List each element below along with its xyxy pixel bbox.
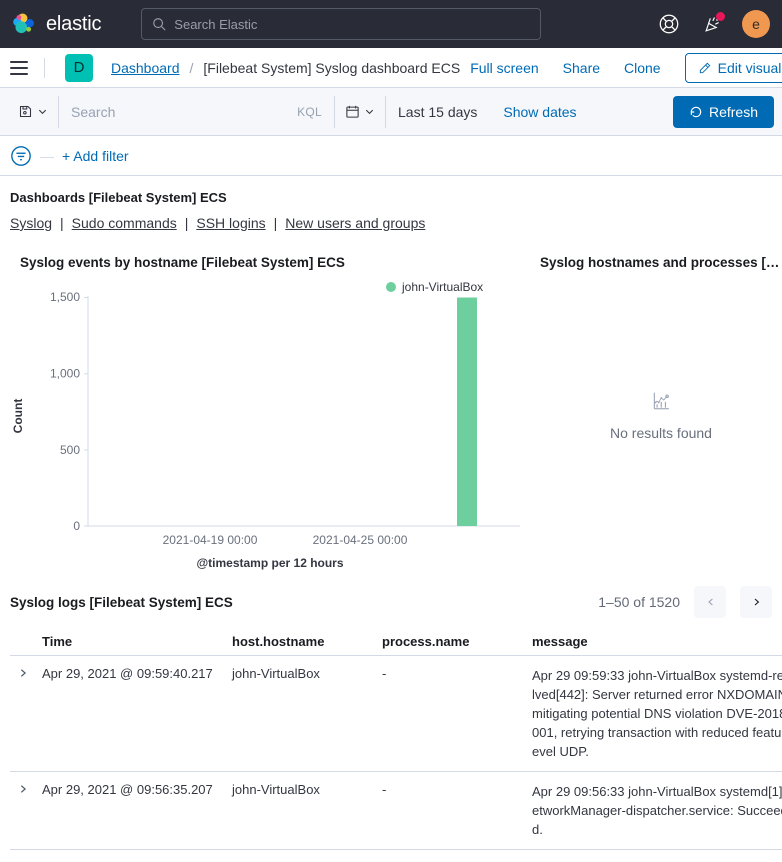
svg-text:2021-04-19 00:00: 2021-04-19 00:00 (163, 533, 258, 547)
svg-text:500: 500 (60, 443, 80, 457)
svg-text:1,000: 1,000 (50, 367, 80, 381)
svg-text:2021-04-25 00:00: 2021-04-25 00:00 (313, 533, 408, 547)
svg-text:1,500: 1,500 (50, 290, 80, 304)
svg-text:0: 0 (73, 519, 80, 533)
